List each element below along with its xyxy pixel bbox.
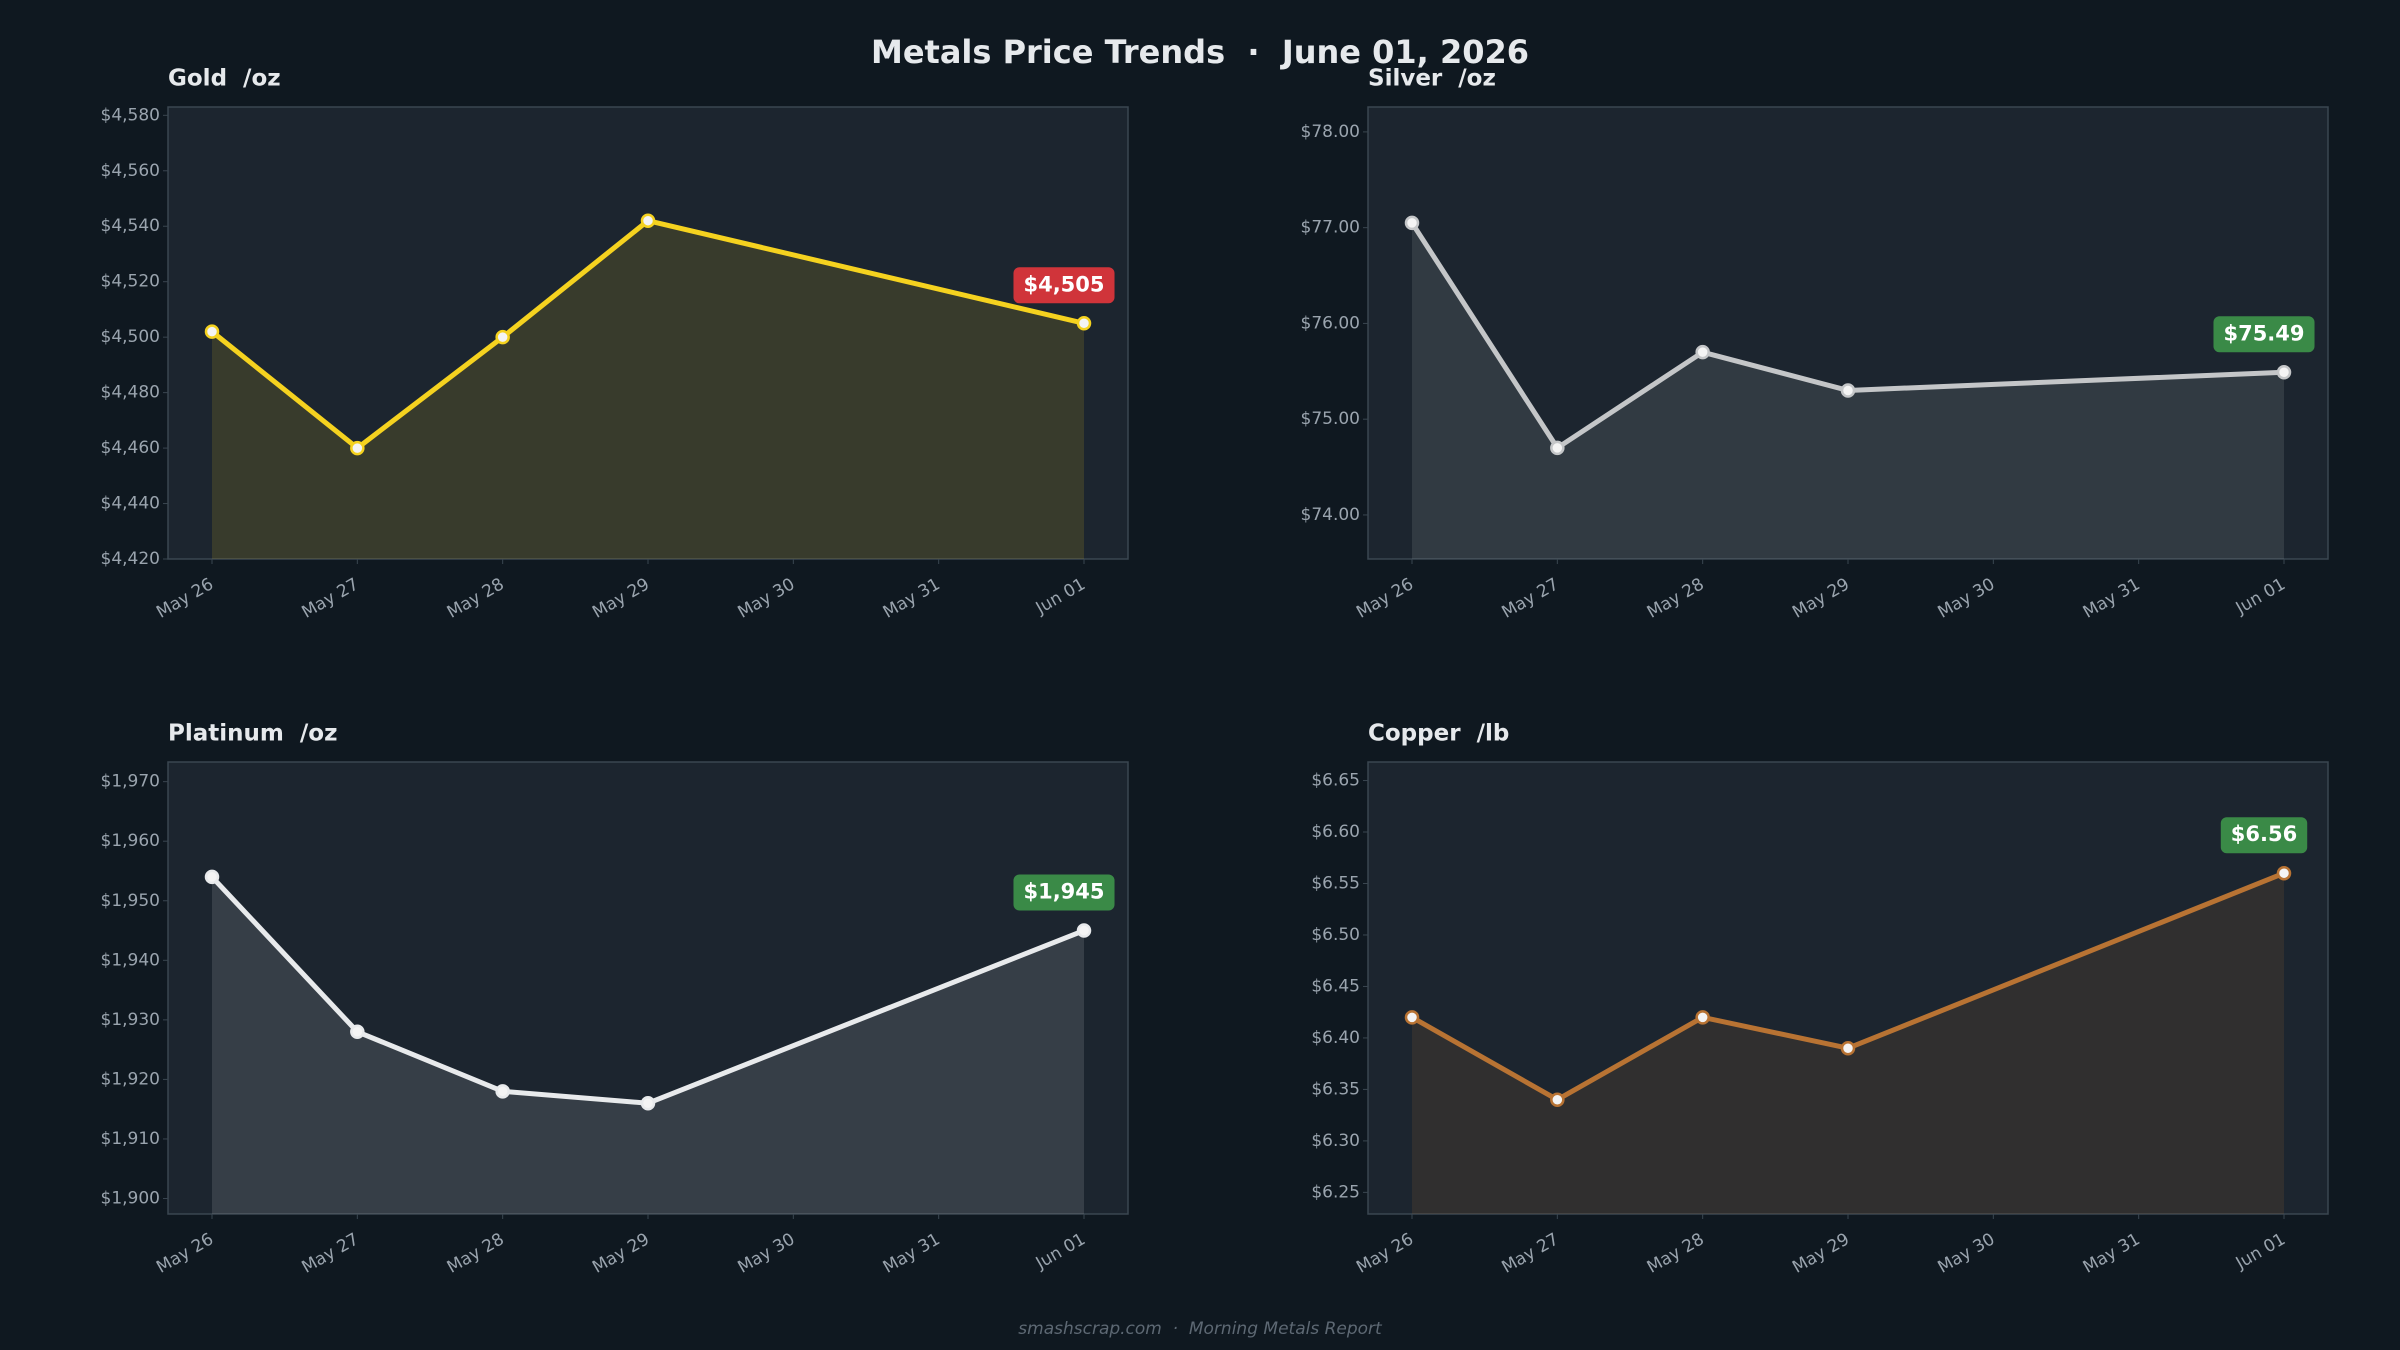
y-tick-label: $4,480	[101, 383, 160, 403]
plot-area	[167, 761, 1129, 1215]
data-point	[1695, 344, 1710, 360]
y-tick-label: $1,940	[101, 950, 160, 970]
page-title: Metals Price Trends · June 01, 2026	[871, 33, 1529, 71]
chart-title: Platinum /oz	[168, 721, 337, 747]
footer: smashscrap.com · Morning Metals Report	[1018, 1319, 1383, 1339]
data-point	[1550, 1092, 1565, 1107]
data-point	[204, 869, 220, 885]
data-point	[204, 324, 220, 339]
y-tick-label: $77.00	[1301, 218, 1360, 238]
y-tick-label: $4,540	[101, 216, 160, 236]
data-point	[1840, 383, 1856, 398]
value-label: $4,505	[1023, 272, 1104, 296]
y-tick-label: $1,900	[101, 1189, 160, 1209]
chart-title: Silver /oz	[1368, 66, 1496, 92]
y-tick-label: $6.25	[1311, 1182, 1360, 1202]
chart-title: Copper /lb	[1368, 721, 1509, 747]
y-tick-label: $1,910	[101, 1129, 160, 1149]
y-tick-label: $1,950	[101, 891, 160, 911]
value-badge	[2220, 817, 2308, 854]
y-tick-label: $1,930	[101, 1010, 160, 1030]
y-tick-label: $6.45	[1311, 976, 1360, 996]
data-point	[1404, 215, 1420, 231]
data-point	[1076, 316, 1092, 331]
chart-panel: Silver /oz $74.00 $75.00 $76.00 $77.00 $78.00…	[1301, 66, 2329, 623]
y-tick-label: $4,440	[101, 494, 160, 514]
y-tick-label: $4,460	[101, 438, 160, 458]
y-tick-label: $75.00	[1301, 409, 1360, 429]
data-point	[640, 1095, 656, 1111]
y-tick-label: $6.30	[1311, 1131, 1360, 1151]
y-tick-label: $78.00	[1301, 122, 1360, 142]
y-tick-label: $6.65	[1311, 771, 1360, 791]
chart-panel: Gold /oz $4,420 $4,440 $4,460 $4,480 $4,500 $4…	[101, 66, 1129, 623]
y-tick-label: $6.35	[1311, 1079, 1360, 1099]
value-badge	[1013, 874, 1115, 911]
y-tick-label: $76.00	[1301, 313, 1360, 333]
chart-title: Gold /oz	[168, 66, 281, 92]
data-point	[350, 1024, 365, 1040]
chart-panel: Platinum /oz $1,900 $1,910 $1,920 $1,930 $1,9…	[101, 721, 1129, 1278]
data-point	[2276, 865, 2292, 881]
y-tick-label: $4,500	[101, 327, 160, 347]
y-tick-label: $4,420	[101, 549, 160, 569]
y-tick-label: $6.55	[1311, 873, 1360, 893]
data-point	[495, 329, 510, 345]
y-tick-label: $6.40	[1311, 1028, 1360, 1048]
data-point	[1550, 440, 1565, 456]
data-point	[1840, 1040, 1856, 1056]
area-fill	[212, 876, 1084, 1214]
value-label: $75.49	[2223, 321, 2304, 345]
y-tick-label: $6.50	[1311, 925, 1360, 945]
y-tick-label: $1,970	[101, 772, 160, 792]
value-badge	[2213, 316, 2315, 353]
data-point	[1404, 1010, 1420, 1025]
data-point	[350, 440, 365, 456]
plot-area	[1367, 106, 2329, 560]
data-point	[495, 1084, 510, 1099]
data-point	[1695, 1010, 1710, 1025]
y-tick-label: $74.00	[1301, 505, 1360, 525]
value-label: $6.56	[2231, 822, 2297, 846]
data-point	[2276, 365, 2292, 380]
y-tick-label: $4,580	[101, 105, 160, 125]
chart-panel: Copper /lb $6.25 $6.30 $6.35 $6.40 $6.45 $6.50…	[1311, 721, 2329, 1278]
data-point	[640, 213, 656, 228]
y-tick-label: $1,960	[101, 831, 160, 851]
y-tick-label: $6.60	[1311, 822, 1360, 842]
y-tick-label: $4,520	[101, 272, 160, 292]
plot-area	[1367, 761, 2329, 1215]
y-tick-label: $4,560	[101, 161, 160, 181]
plot-area	[167, 106, 1129, 560]
value-label: $1,945	[1023, 880, 1104, 904]
y-tick-label: $1,920	[101, 1069, 160, 1089]
value-badge	[1013, 267, 1115, 304]
area-fill	[212, 220, 1084, 560]
data-point	[1076, 923, 1092, 938]
area-fill	[1412, 873, 2284, 1214]
